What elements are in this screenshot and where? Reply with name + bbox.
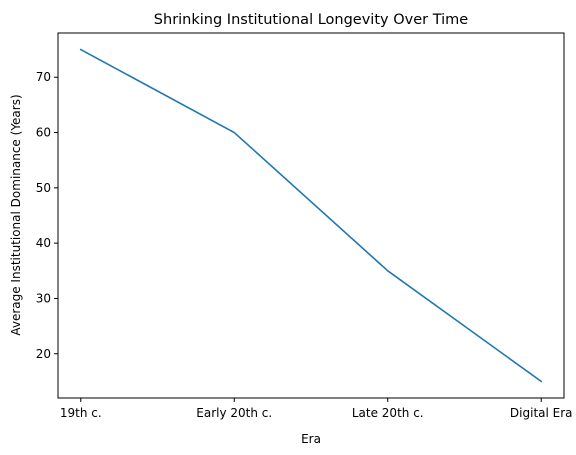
y-tick-label: 30: [36, 291, 51, 305]
x-tick-label: Early 20th c.: [196, 406, 272, 420]
y-tick-label: 40: [36, 236, 51, 250]
y-tick-label: 20: [36, 347, 51, 361]
x-tick-label: Late 20th c.: [352, 406, 424, 420]
y-tick-label: 70: [36, 70, 51, 84]
x-axis-label: Era: [301, 432, 321, 446]
x-tick-label: 19th c.: [60, 406, 102, 420]
chart-title: Shrinking Institutional Longevity Over T…: [154, 12, 468, 28]
plot-frame: [57, 32, 565, 399]
y-tick-label: 60: [36, 126, 51, 140]
y-axis-label: Average Institutional Dominance (Years): [9, 94, 23, 335]
x-tick-label: Digital Era: [510, 406, 573, 420]
plot-area: 20 30 40 50 60 70 19th c. Early 20th c. Late 20t…: [36, 48, 573, 420]
series-line: [79, 48, 543, 383]
y-tick-label: 50: [36, 181, 51, 195]
